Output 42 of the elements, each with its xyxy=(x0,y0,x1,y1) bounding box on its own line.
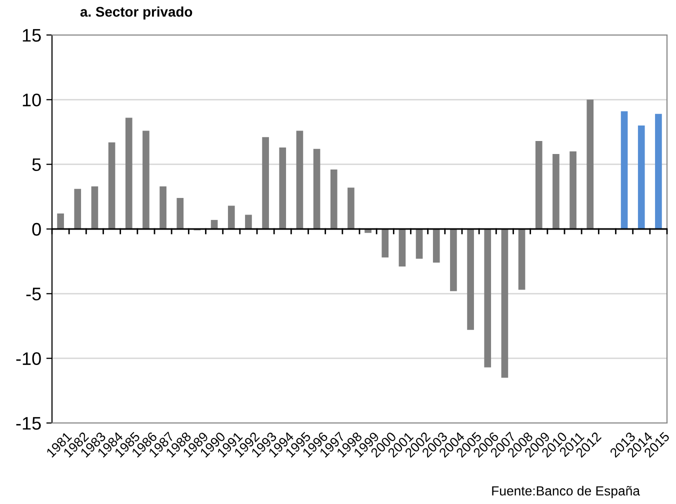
bar xyxy=(142,130,150,229)
bar xyxy=(125,118,132,229)
chart-title: a. Sector privado xyxy=(80,6,192,20)
bar xyxy=(279,148,286,229)
bar xyxy=(74,188,82,229)
y-tick-label: -15 xyxy=(16,417,41,430)
bar xyxy=(382,229,389,258)
bar xyxy=(432,229,440,263)
bar xyxy=(330,170,338,229)
bar xyxy=(638,126,645,229)
bar xyxy=(160,186,166,229)
bar xyxy=(655,114,662,229)
y-tick-label: -10 xyxy=(16,352,41,366)
bar xyxy=(535,141,542,229)
bar xyxy=(518,229,526,290)
y-tick-label: 10 xyxy=(22,94,41,106)
bar xyxy=(416,229,423,259)
bar xyxy=(296,130,304,229)
y-tick-label: 15 xyxy=(22,29,41,42)
bar xyxy=(398,229,406,267)
bar xyxy=(348,188,354,229)
y-tick-label: 0 xyxy=(32,222,41,236)
bar xyxy=(484,229,492,368)
bar xyxy=(501,229,508,378)
bar xyxy=(245,214,252,229)
bar xyxy=(450,229,457,292)
bar xyxy=(570,151,576,229)
bar xyxy=(467,229,474,330)
y-tick-label: 5 xyxy=(32,158,41,172)
bar xyxy=(552,154,560,229)
bar xyxy=(57,213,64,229)
bar xyxy=(313,148,320,229)
y-tick-label: -5 xyxy=(26,288,41,300)
bar xyxy=(262,137,269,229)
bar xyxy=(586,100,594,229)
bar xyxy=(228,206,235,229)
bar xyxy=(364,229,372,233)
bar xyxy=(620,111,628,229)
source-note: Fuente:Banco de España xyxy=(492,486,640,498)
bar xyxy=(91,186,98,229)
bar xyxy=(176,198,184,229)
bar xyxy=(108,142,116,229)
